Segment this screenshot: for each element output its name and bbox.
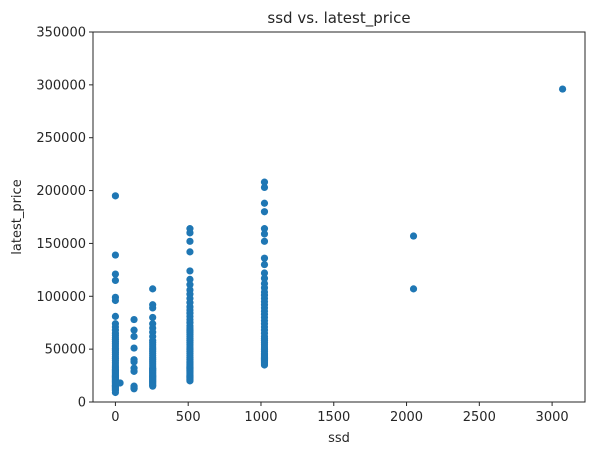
scatter-points [111, 85, 567, 397]
data-point [111, 296, 120, 305]
data-point [260, 199, 269, 207]
x-tick-label: 1000 [244, 410, 277, 425]
data-point [186, 267, 194, 275]
x-tick-label: 1500 [317, 410, 350, 425]
y-tick-label: 150000 [36, 237, 86, 252]
y-tick-label: 250000 [36, 131, 86, 146]
data-point [186, 377, 194, 385]
data-point [260, 230, 269, 238]
data-point [186, 229, 194, 237]
data-point [111, 388, 120, 397]
x-tick-label: 2500 [463, 410, 496, 425]
data-point [130, 315, 138, 324]
data-point [111, 312, 120, 320]
y-tick-label: 0 [78, 396, 86, 411]
data-point [260, 269, 269, 277]
x-axis-label: ssd [328, 431, 350, 446]
data-point [260, 361, 269, 369]
y-tick-label: 100000 [36, 290, 86, 305]
data-point [149, 313, 157, 322]
data-point [260, 183, 269, 191]
y-tick-label: 200000 [36, 184, 86, 199]
data-point [149, 285, 157, 293]
y-tick-label: 350000 [36, 26, 86, 41]
data-point [130, 326, 138, 334]
data-point [111, 251, 120, 259]
data-point [260, 237, 269, 245]
y-tick-label: 300000 [36, 78, 86, 93]
data-point [260, 208, 269, 216]
x-tick-label: 2000 [390, 410, 423, 425]
data-point [260, 274, 269, 282]
data-point [260, 225, 269, 233]
data-point [111, 270, 120, 278]
data-point [186, 281, 194, 289]
data-point [130, 358, 138, 366]
data-point [186, 275, 194, 283]
data-point [130, 344, 138, 352]
data-point [409, 232, 418, 240]
y-axis-label: latest_price [10, 179, 25, 254]
data-point [260, 260, 269, 269]
data-point [409, 285, 418, 293]
data-point [260, 178, 269, 186]
data-point [149, 382, 157, 390]
data-point [130, 367, 138, 375]
data-point [149, 304, 157, 312]
data-point [558, 85, 567, 93]
x-tick-label: 500 [176, 410, 201, 425]
plot-frame [92, 31, 586, 403]
chart-title: ssd vs. latest_price [267, 9, 410, 28]
x-axis-ticks: 0 500 1000 1500 2000 2500 3000 [111, 402, 569, 425]
data-point [111, 192, 120, 200]
data-point [186, 237, 194, 245]
y-axis-ticks: 0 50000 100000 150000 200000 250000 300000 3500… [36, 26, 93, 411]
x-tick-label: 3000 [536, 410, 569, 425]
data-point [130, 332, 138, 341]
y-tick-label: 50000 [45, 343, 86, 358]
x-tick-label: 0 [111, 410, 119, 425]
data-point [116, 379, 124, 387]
data-point [130, 385, 138, 393]
data-point [186, 248, 194, 256]
data-point [111, 276, 120, 285]
data-point [260, 254, 269, 262]
